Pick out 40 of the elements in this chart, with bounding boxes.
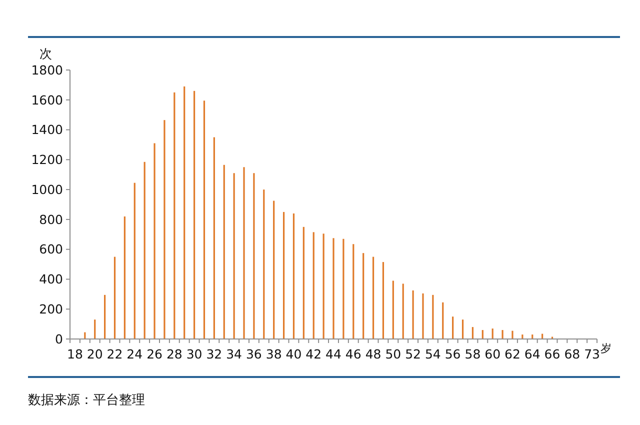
x-tick-label: 54 xyxy=(424,346,441,362)
y-tick-label: 800 xyxy=(39,212,64,227)
y-tick-label: 0 xyxy=(55,331,64,346)
x-axis-title: 岁 xyxy=(600,342,612,355)
y-tick-label: 400 xyxy=(39,272,64,287)
x-tick-label: 24 xyxy=(126,346,143,362)
x-tick-label: 34 xyxy=(226,346,242,362)
x-tick-label: 44 xyxy=(326,346,342,362)
x-tick-label: 52 xyxy=(405,346,421,362)
x-tick-label: 32 xyxy=(206,346,222,362)
x-tick-label: 26 xyxy=(146,346,163,362)
x-tick-label: 36 xyxy=(246,346,262,362)
x-tick-label: 66 xyxy=(544,346,560,362)
x-tick-label: 42 xyxy=(306,346,322,362)
x-tick-label: 60 xyxy=(484,346,501,362)
y-axis-title: 次 xyxy=(40,46,52,61)
source-note: 数据来源：平台整理 xyxy=(28,393,145,408)
x-tick-label: 50 xyxy=(385,346,402,362)
x-tick-label: 56 xyxy=(444,346,461,362)
y-tick-label: 1000 xyxy=(31,182,64,197)
x-tick-label: 68 xyxy=(564,346,580,362)
y-tick-label: 600 xyxy=(39,242,64,257)
x-tick-label: 30 xyxy=(186,346,202,362)
x-tick-label: 22 xyxy=(106,346,123,362)
x-tick-label: 18 xyxy=(67,346,83,362)
x-tick-label: 48 xyxy=(365,346,382,362)
x-tick-label: 62 xyxy=(504,346,520,362)
y-tick-label: 1800 xyxy=(31,62,64,78)
y-tick-label: 1400 xyxy=(31,122,64,138)
y-tick-label: 200 xyxy=(39,301,64,316)
x-tick-label: 64 xyxy=(524,346,540,362)
x-tick-label: 38 xyxy=(266,346,282,362)
x-tick-label: 73 xyxy=(584,346,600,362)
x-tick-label: 20 xyxy=(86,346,103,362)
x-tick-label: 46 xyxy=(345,346,362,362)
x-tick-label: 28 xyxy=(166,346,182,362)
x-tick-label: 58 xyxy=(464,346,481,362)
x-tick-label: 40 xyxy=(286,346,302,362)
y-tick-label: 1600 xyxy=(31,92,64,108)
y-tick-label: 1200 xyxy=(31,152,64,168)
